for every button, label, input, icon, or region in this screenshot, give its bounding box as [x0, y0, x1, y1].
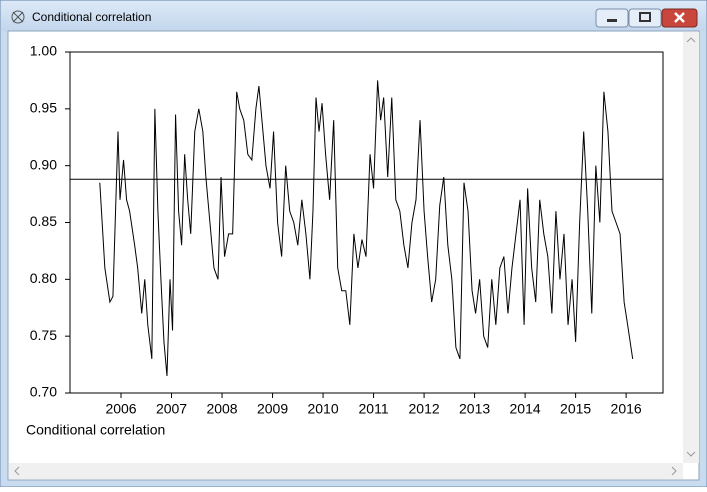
- client-area: [7, 30, 700, 481]
- x-tick-label: 2014: [510, 401, 541, 417]
- y-tick-label: 0.85: [30, 213, 57, 229]
- y-tick-label: 0.75: [30, 327, 57, 343]
- x-tick-label: 2009: [257, 401, 288, 417]
- title-bar: [1, 1, 706, 31]
- x-tick-label: 2008: [206, 401, 237, 417]
- x-tick-label: 2011: [359, 401, 389, 417]
- vertical-scrollbar[interactable]: [683, 32, 699, 463]
- x-tick-label: 2007: [156, 401, 187, 417]
- scroll-right[interactable]: [671, 466, 677, 476]
- x-tick-label: 2012: [409, 401, 440, 417]
- horizontal-scrollbar[interactable]: [9, 463, 683, 479]
- y-tick-label: 0.95: [30, 100, 57, 116]
- scroll-down[interactable]: [686, 451, 696, 457]
- x-tick-label: 2010: [307, 401, 338, 417]
- minimize-button[interactable]: [595, 8, 629, 28]
- scroll-up[interactable]: [686, 37, 696, 43]
- window-title: Conditional correlation: [32, 10, 151, 24]
- series-line: [99, 80, 634, 376]
- maximize-icon: [639, 12, 651, 22]
- close-icon: [674, 12, 685, 23]
- maximize-button[interactable]: [628, 8, 662, 28]
- scroll-left[interactable]: [14, 466, 20, 476]
- minimize-icon: [607, 19, 617, 22]
- x-tick-label: 2013: [459, 401, 490, 417]
- x-tick-label: 2016: [611, 401, 642, 417]
- legend-entry: Conditional correlation: [26, 422, 165, 438]
- y-tick-label: 0.90: [30, 156, 57, 172]
- app-icon: [11, 10, 25, 24]
- y-tick-label: 1.00: [30, 43, 57, 59]
- x-tick-label: 2006: [105, 401, 136, 417]
- y-tick-label: 0.70: [30, 384, 57, 400]
- x-tick-label: 2015: [560, 401, 591, 417]
- y-tick-label: 0.80: [30, 270, 57, 286]
